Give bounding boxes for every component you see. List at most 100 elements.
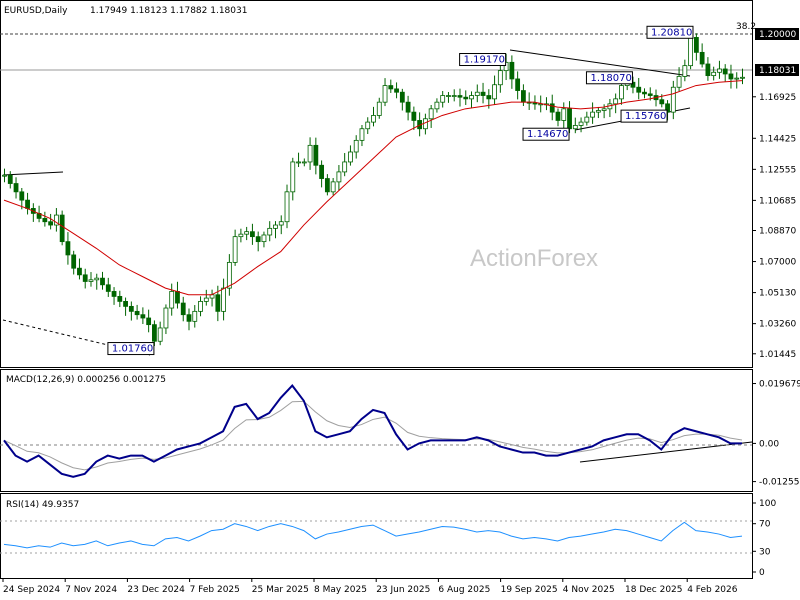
candle <box>284 184 290 229</box>
candle-body <box>88 279 94 282</box>
candle <box>209 289 215 307</box>
candle <box>544 97 549 111</box>
price-tick-label: 1.10685 <box>759 196 796 206</box>
candle <box>221 278 226 321</box>
price-tick-label: 1.14425 <box>759 134 796 144</box>
candle <box>492 75 497 105</box>
price-label-text: 1.15760 <box>625 111 666 122</box>
rsi-line <box>3 521 743 549</box>
candle <box>353 135 359 159</box>
rsi-tick-label: 100 <box>759 499 776 509</box>
level-1200-tag <box>755 28 799 40</box>
candle-body <box>567 108 572 130</box>
rsi-pane <box>0 493 753 579</box>
candle <box>676 67 682 92</box>
candle <box>117 290 123 308</box>
candle-body <box>451 95 457 97</box>
price-tick-label: 1.01445 <box>759 350 796 360</box>
candle <box>405 95 411 121</box>
rsi-main-line <box>3 521 743 549</box>
candle <box>636 77 642 100</box>
macd-pane <box>0 369 753 492</box>
candle <box>670 80 676 120</box>
candle <box>336 165 342 191</box>
candle-body <box>595 110 601 113</box>
candle-body <box>688 37 694 67</box>
candle <box>267 221 273 242</box>
candle <box>474 84 480 103</box>
chart-ohlc: 1.17949 1.18123 1.17882 1.18031 <box>90 6 247 16</box>
candle <box>59 210 65 246</box>
candle-body <box>198 301 203 312</box>
date-tick-label: 7 Feb 2025 <box>190 585 240 595</box>
candle-body <box>497 70 503 86</box>
price-axis: 1.16925 1.14425 1.12555 1.10685 1.08870 1.070… <box>752 93 796 360</box>
candle-body <box>382 85 388 103</box>
candle-body <box>353 139 359 153</box>
candle <box>180 296 186 322</box>
candle <box>371 106 376 127</box>
candle <box>388 79 394 93</box>
candle <box>146 309 152 333</box>
candle <box>411 106 417 130</box>
candle-body <box>642 91 647 95</box>
candle-body <box>105 284 111 292</box>
candle-body <box>670 86 676 113</box>
candle <box>699 43 705 68</box>
candle-body <box>457 95 463 98</box>
candle <box>134 304 140 320</box>
candle-body <box>740 76 745 79</box>
candle <box>717 60 722 79</box>
candle <box>307 137 313 170</box>
candle-body <box>146 317 152 326</box>
candle-body <box>290 161 296 193</box>
candle <box>365 117 371 135</box>
candle-body <box>278 221 284 226</box>
candle-body <box>192 310 198 322</box>
candle <box>175 281 180 309</box>
candle <box>324 174 330 196</box>
price-label-box <box>522 127 570 141</box>
candle-body <box>186 314 192 322</box>
candle <box>163 304 169 335</box>
price-label-box <box>459 53 507 67</box>
candle <box>290 157 296 201</box>
level-1200-tag-text: 1.20000 <box>759 30 796 40</box>
candle-body <box>313 144 319 166</box>
candle <box>428 104 434 128</box>
candle-body <box>330 181 336 193</box>
candle <box>25 192 30 215</box>
candle-body <box>509 61 515 80</box>
candle <box>613 93 619 114</box>
candle <box>330 178 336 196</box>
candle <box>434 98 440 113</box>
current-price-tag <box>755 64 799 76</box>
candle-body <box>296 161 301 164</box>
candle <box>111 287 117 305</box>
ma-line <box>3 80 743 296</box>
candle-body <box>348 151 353 163</box>
price-tick-label: 1.03260 <box>759 320 796 330</box>
candle <box>232 229 238 266</box>
candle <box>497 64 503 93</box>
macd-tick-label: -0.012552 <box>759 478 800 488</box>
candle <box>359 124 365 147</box>
date-tick-label: 25 Mar 2025 <box>252 585 309 595</box>
candle-body <box>480 91 486 96</box>
candle-body <box>693 37 699 53</box>
candle <box>30 203 36 222</box>
date-tick-label: 7 Nov 2024 <box>65 585 117 595</box>
candle-body <box>19 191 25 201</box>
candle <box>261 231 267 248</box>
candle <box>77 258 82 280</box>
date-tick-label: 18 Dec 2025 <box>625 585 683 595</box>
candle-body <box>255 236 261 243</box>
candle <box>53 208 59 232</box>
candle <box>169 283 175 316</box>
candle <box>711 66 717 81</box>
candle <box>590 102 595 124</box>
candle <box>192 305 198 328</box>
candle <box>509 55 515 89</box>
candle-body <box>226 261 232 289</box>
price-label-text: 1.14670 <box>527 129 568 140</box>
